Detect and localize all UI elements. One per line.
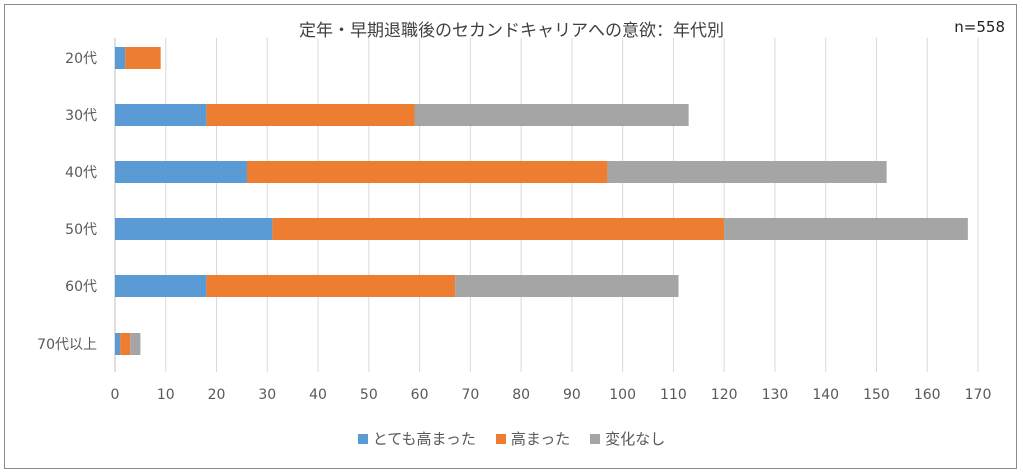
bar-segment xyxy=(206,104,415,126)
gridlines xyxy=(114,38,979,372)
bar-segment xyxy=(206,275,456,297)
x-tick-label: 40 xyxy=(309,387,327,403)
x-tick-label: 90 xyxy=(563,387,581,403)
category-label: 50代 xyxy=(65,222,97,238)
x-tick-label: 170 xyxy=(965,387,992,403)
category-label: 70代以上 xyxy=(37,337,97,353)
bar-segment xyxy=(115,333,121,355)
x-tick-label: 160 xyxy=(914,387,941,403)
bar-segment xyxy=(246,161,608,183)
category-label: 40代 xyxy=(65,165,97,181)
category-labels: 20代 30代 40代 50代 60代 70代以上 xyxy=(37,51,97,353)
bar-segment xyxy=(115,275,207,297)
legend-label: とても高まった xyxy=(372,430,476,448)
legend-swatch xyxy=(357,434,368,444)
x-tick-label: 130 xyxy=(762,387,789,403)
x-tick-label: 60 xyxy=(411,387,429,403)
legend-label: 変化なし xyxy=(605,430,666,448)
x-tick-label: 30 xyxy=(258,387,276,403)
bars xyxy=(115,47,968,355)
bar-segment xyxy=(115,104,207,126)
bar-segment xyxy=(607,161,887,183)
bar-segment xyxy=(120,333,131,355)
legend-item: とても高まった xyxy=(357,428,476,449)
category-label: 20代 xyxy=(65,51,97,67)
category-label: 60代 xyxy=(65,279,97,295)
bar-segment xyxy=(125,47,161,69)
x-tick-label: 150 xyxy=(863,387,890,403)
x-tick-label: 20 xyxy=(208,387,226,403)
chart-title: 定年・早期退職後のセカンドキャリアへの意欲：年代別 xyxy=(299,21,724,41)
legend-swatch xyxy=(495,434,506,444)
x-tick-label: 70 xyxy=(461,387,479,403)
x-tick-label: 50 xyxy=(360,387,378,403)
bar-segment xyxy=(414,104,689,126)
legend-label: 高まった xyxy=(510,430,571,448)
category-label: 30代 xyxy=(65,108,97,124)
x-tick-label: 80 xyxy=(512,387,530,403)
sample-size-annotation: n=558 xyxy=(954,18,1005,36)
x-tick-labels: 0 10 20 30 40 50 60 70 80 90 100 110 120 130 140 150 160… xyxy=(111,387,992,403)
legend-item: 変化なし xyxy=(590,428,665,449)
bar-segment xyxy=(272,218,725,240)
x-tick-label: 110 xyxy=(660,387,687,403)
legend: とても高まった 高まった 変化なし xyxy=(0,428,1023,449)
x-tick-label: 120 xyxy=(711,387,738,403)
x-tick-label: 10 xyxy=(157,387,175,403)
x-tick-label: 100 xyxy=(609,387,636,403)
x-tick-label: 0 xyxy=(111,387,120,403)
bar-segment xyxy=(115,47,126,69)
bar-segment xyxy=(130,333,141,355)
bar-segment xyxy=(724,218,968,240)
legend-swatch xyxy=(590,434,601,444)
x-tick-label: 140 xyxy=(812,387,839,403)
bar-segment xyxy=(115,218,273,240)
bar-segment xyxy=(115,161,247,183)
bar-segment xyxy=(455,275,679,297)
legend-item: 高まった xyxy=(495,428,571,449)
